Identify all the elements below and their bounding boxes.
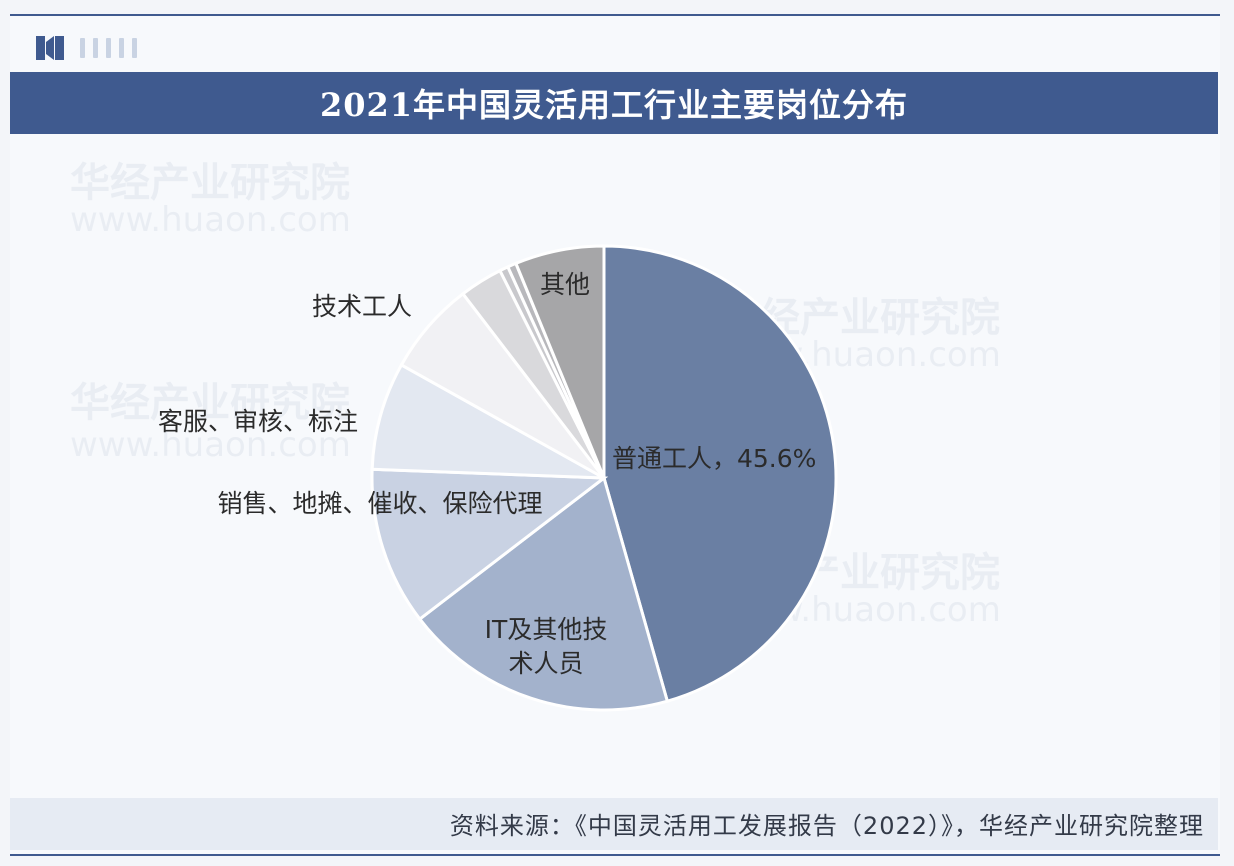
slice-label: 普通工人，45.6% — [612, 444, 816, 473]
chart-title: 2021年中国灵活用工行业主要岗位分布 — [319, 86, 909, 124]
slice-label: 技术工人 — [312, 292, 412, 321]
source-note: 资料来源：《中国灵活用工发展报告（2022）》，华经产业研究院整理 — [449, 812, 1204, 840]
title-bar: 2021年中国灵活用工行业主要岗位分布 — [10, 72, 1218, 134]
slice-label: 客服、审核、标注 — [158, 407, 358, 436]
pie-slice — [513, 244, 606, 479]
source-bar — [10, 798, 1218, 850]
pie-slice — [602, 244, 838, 704]
logo-decoration — [80, 36, 137, 60]
slice-label: IT及其他技术人员 — [485, 615, 608, 678]
slice-label: 销售、地摊、催收、保险代理 — [217, 489, 542, 518]
pie-slice — [417, 475, 670, 712]
huajing-logo-icon — [36, 36, 64, 60]
pie-slice — [370, 467, 609, 622]
slice-label: 其他 — [540, 270, 590, 299]
pie-slice — [370, 362, 605, 480]
